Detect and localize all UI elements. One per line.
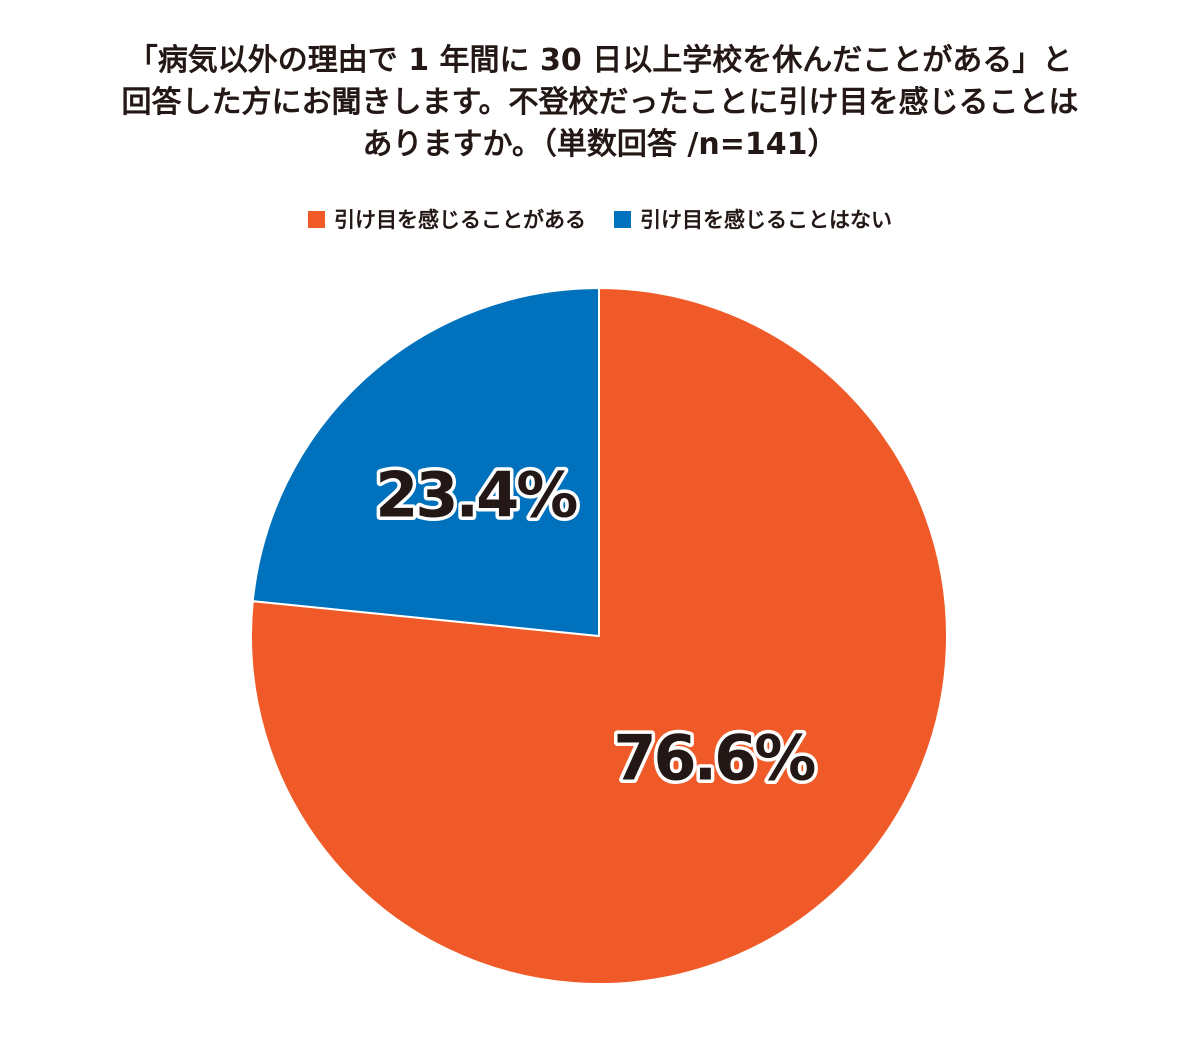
legend-item-yes: 引け目を感じることがある (308, 204, 586, 234)
chart-legend: 引け目を感じることがある 引け目を感じることはない (0, 204, 1200, 234)
pie-slice-no (251, 287, 600, 637)
chart-title-line-3: ありますか。（単数回答 /n=141） (362, 127, 838, 162)
pie-label-yes: 76.6% (613, 722, 815, 795)
chart-title-line-2: 回答した方にお聞きします。不登校だったことに引け目を感じることは (121, 85, 1079, 120)
legend-label-no: 引け目を感じることはない (640, 208, 892, 232)
legend-label-yes: 引け目を感じることがある (334, 208, 586, 232)
legend-item-no: 引け目を感じることはない (614, 204, 892, 234)
legend-swatch-no (614, 210, 631, 228)
legend-swatch-yes (308, 210, 325, 228)
chart-title: 「病気以外の理由で 1 年間に 30 日以上学校を休んだことがある」と 回答した… (0, 40, 1200, 166)
pie-label-no: 23.4% (375, 458, 577, 531)
chart-title-line-1: 「病気以外の理由で 1 年間に 30 日以上学校を休んだことがある」と (127, 43, 1073, 78)
